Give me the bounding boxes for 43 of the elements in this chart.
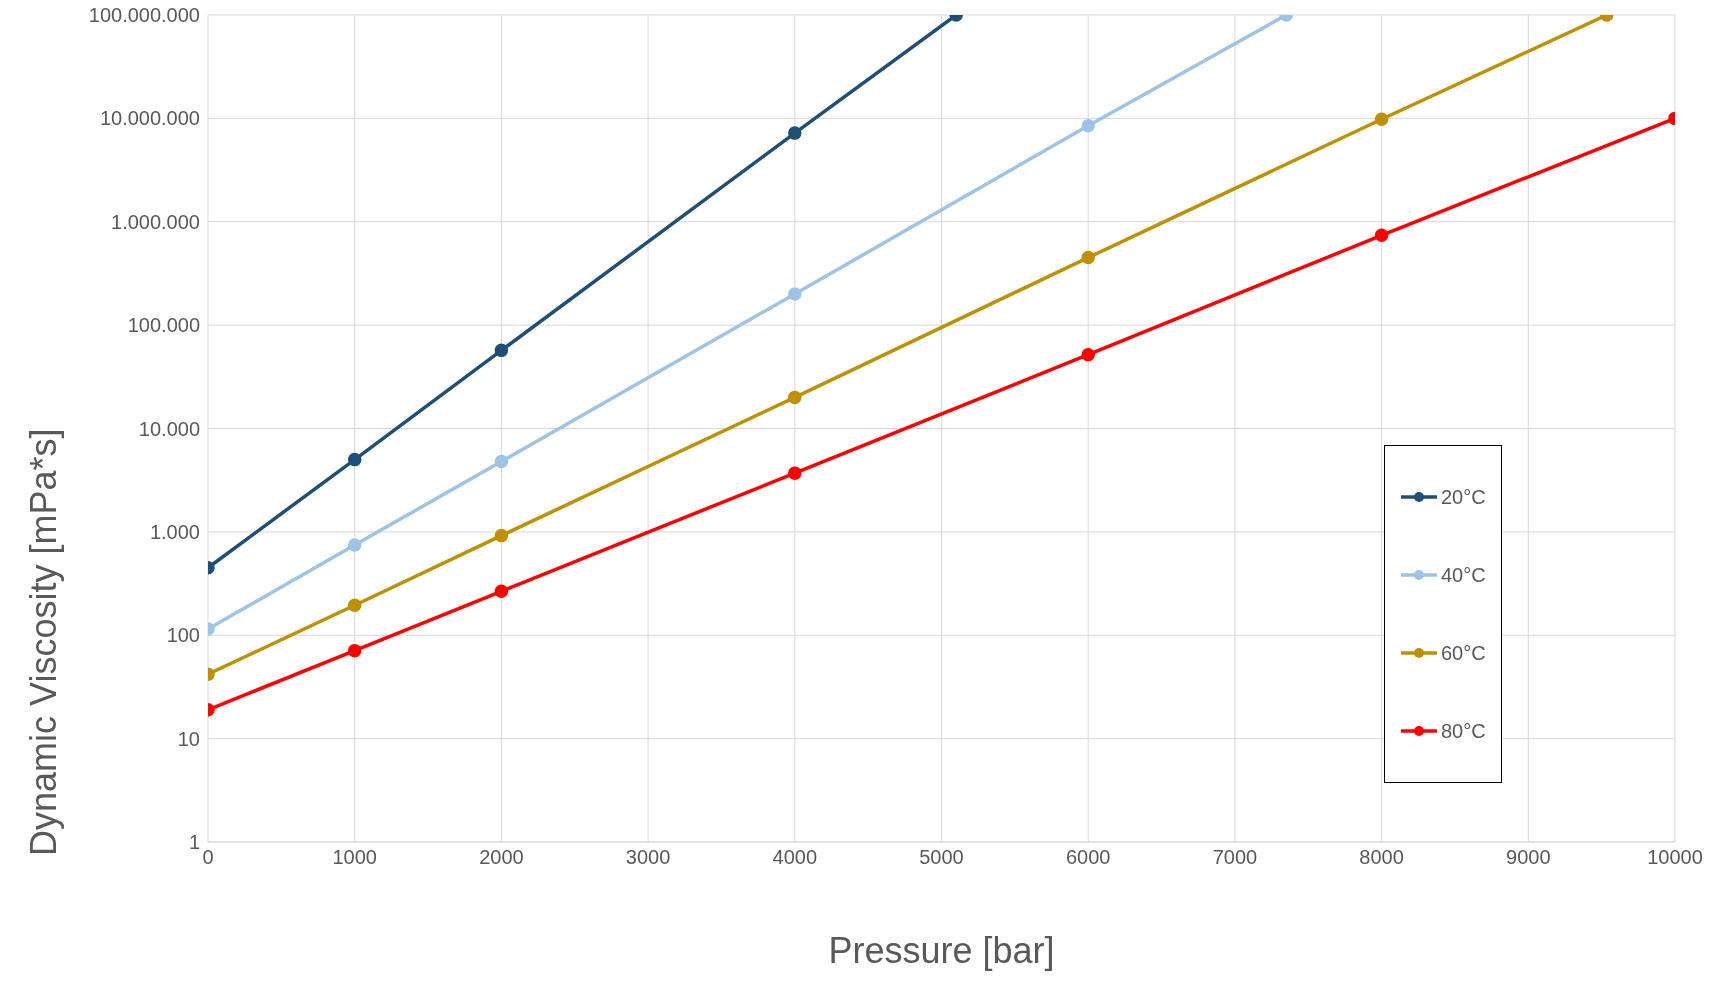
- point: [347, 598, 362, 613]
- point: [1081, 347, 1095, 362]
- legend-label: 40°C: [1441, 563, 1486, 587]
- point: [494, 584, 509, 599]
- y-tick-label: 10.000: [138, 417, 200, 440]
- x-tick-label: 8000: [1359, 846, 1404, 869]
- y-tick-label: 1: [188, 831, 200, 854]
- x-tick-label: 1000: [332, 846, 377, 869]
- x-tick-label: 0: [202, 846, 214, 869]
- x-tick-label: 9000: [1506, 846, 1551, 869]
- y-tick-label: 1.000: [149, 520, 200, 543]
- point: [788, 126, 802, 140]
- legend-label: 60°C: [1441, 641, 1486, 665]
- point: [494, 454, 509, 469]
- point: [1081, 250, 1095, 265]
- point: [1374, 112, 1389, 127]
- point: [788, 390, 802, 405]
- x-axis-title: Pressure [bar]: [828, 929, 1055, 971]
- point: [494, 343, 509, 358]
- y-tick-label: 100: [166, 624, 200, 647]
- legend-label: 80°C: [1441, 719, 1486, 743]
- y-tick-label: 10.000.000: [99, 107, 200, 130]
- y-tick-label: 1.000.000: [111, 210, 200, 233]
- x-tick-label: 3000: [625, 846, 671, 869]
- point: [347, 643, 362, 658]
- point: [788, 466, 802, 480]
- point: [347, 538, 362, 552]
- x-tick-label: 4000: [772, 846, 818, 869]
- point: [1374, 228, 1389, 243]
- point: [494, 528, 509, 543]
- x-tick-label: 2000: [479, 846, 524, 869]
- point: [788, 287, 802, 301]
- point: [347, 452, 362, 467]
- x-tick-label: 7000: [1212, 846, 1258, 869]
- x-tick-label: 6000: [1065, 846, 1111, 869]
- y-tick-label: 10: [177, 727, 200, 750]
- point: [1081, 118, 1095, 133]
- x-tick-label: 5000: [919, 846, 964, 869]
- y-axis-title: Dynamic Viscosity [mPa*s]: [22, 428, 64, 856]
- y-tick-label: 100.000: [127, 314, 200, 337]
- x-tick-label: 10000: [1647, 846, 1703, 869]
- legend-label: 20°C: [1441, 485, 1486, 509]
- y-tick-label: 100.000.000: [88, 4, 200, 27]
